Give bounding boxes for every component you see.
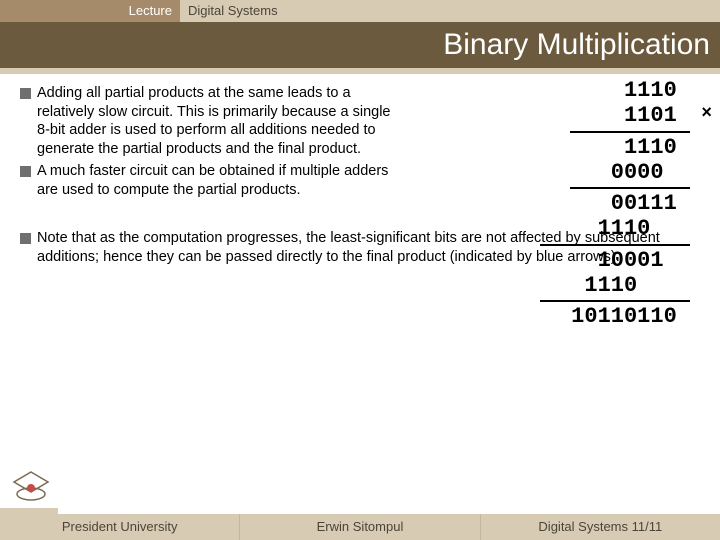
multiply-icon: × [701,104,712,125]
calc-rule [540,244,690,246]
calc-row: 1110 [540,135,690,160]
list-item: A much faster circuit can be obtained if… [20,162,400,199]
footer-university: President University [0,514,240,540]
calc-rule [570,187,690,189]
calc-rule [540,300,690,302]
calc-row: 1110 [540,216,690,241]
lecture-label: Lecture [0,0,180,22]
bullet-square-icon [20,88,31,99]
calc-result: 10110110 [540,304,690,329]
title-band: Binary Multiplication [0,22,720,68]
bullet-text: Adding all partial products at the same … [37,84,400,158]
calc-row: 1110 [540,78,690,103]
footer-author: Erwin Sitompul [240,514,480,540]
calc-row: 00111 [540,191,690,216]
top-bar: Lecture Digital Systems [0,0,720,22]
bullet-text: A much faster circuit can be obtained if… [37,162,400,199]
multiplication-work: × 1110 1101 1110 0000 00111 1110 10001 1… [540,78,690,330]
calc-row: 10001 [540,248,690,273]
calc-row: 1110 [540,273,690,298]
calc-row: 0000 [540,160,690,185]
bullet-square-icon [20,233,31,244]
bullet-list: Adding all partial products at the same … [20,84,400,199]
slide-title: Binary Multiplication [443,28,710,62]
list-item: Adding all partial products at the same … [20,84,400,158]
calc-rule [570,131,690,133]
footer-bar: President University Erwin Sitompul Digi… [0,514,720,540]
footer-page: Digital Systems 11/11 [481,514,720,540]
content-area: Adding all partial products at the same … [0,74,720,199]
university-logo-icon [10,470,52,508]
bullet-square-icon [20,166,31,177]
course-name: Digital Systems [180,0,720,22]
calc-row: 1101 [540,103,690,128]
